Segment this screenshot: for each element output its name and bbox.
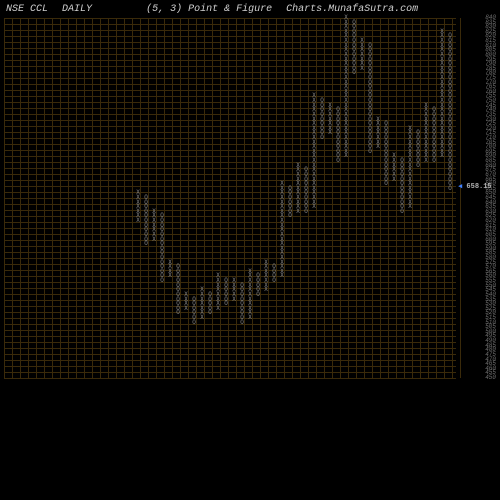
pf-x: X: [390, 153, 398, 159]
pf-x: X: [358, 38, 366, 44]
pf-x: X: [150, 209, 158, 215]
y-tick: 450: [485, 375, 496, 381]
y-axis-labels: 8408358308258208158108058007957907857807…: [460, 18, 498, 378]
chart-header: NSE CCL DAILY (5, 3) Point & Figure Char…: [6, 4, 426, 15]
marker-arrow: ◀: [458, 183, 462, 191]
pf-x: X: [230, 278, 238, 284]
pf-x: X: [198, 287, 206, 293]
pf-x: X: [342, 15, 350, 21]
pf-x: X: [214, 273, 222, 279]
marker-value: 658.15: [466, 183, 491, 191]
pf-x: X: [246, 269, 254, 275]
pf-o: O: [446, 33, 454, 39]
price-marker: ◀ 658.15: [458, 182, 492, 191]
pf-o: O: [414, 130, 422, 136]
pf-x: X: [294, 163, 302, 169]
pf-o: O: [158, 213, 166, 219]
pf-o: O: [270, 264, 278, 270]
pf-x: X: [406, 126, 414, 132]
pf-o: O: [350, 20, 358, 26]
source: Charts.MunafaSutra.com: [286, 4, 418, 15]
pf-o: O: [302, 167, 310, 173]
pf-x: X: [422, 103, 430, 109]
pf-o: O: [286, 186, 294, 192]
pf-o: O: [190, 297, 198, 303]
chart-grid: [4, 18, 456, 378]
pf-x: X: [326, 103, 334, 109]
pf-o: O: [430, 107, 438, 113]
pf-o: O: [318, 98, 326, 104]
params: (5, 3) Point & Figure: [146, 4, 272, 15]
pf-x: X: [374, 117, 382, 123]
pf-x: X: [438, 29, 446, 35]
pf-x: X: [182, 292, 190, 298]
pf-x: X: [166, 260, 174, 266]
pf-x: X: [278, 181, 286, 187]
pf-o: O: [254, 273, 262, 279]
pf-o: O: [222, 278, 230, 284]
pf-o: O: [334, 107, 342, 113]
pf-o: O: [142, 195, 150, 201]
symbol: NSE CCL: [6, 4, 48, 15]
pf-x: X: [310, 93, 318, 99]
pf-o: O: [206, 292, 214, 298]
pf-o: O: [382, 121, 390, 127]
pf-o: O: [398, 158, 406, 164]
pf-o: O: [366, 43, 374, 49]
pf-o: O: [238, 283, 246, 289]
pf-o: O: [174, 264, 182, 270]
period: DAILY: [62, 4, 92, 15]
pf-x: X: [262, 260, 270, 266]
pf-x: X: [134, 190, 142, 196]
